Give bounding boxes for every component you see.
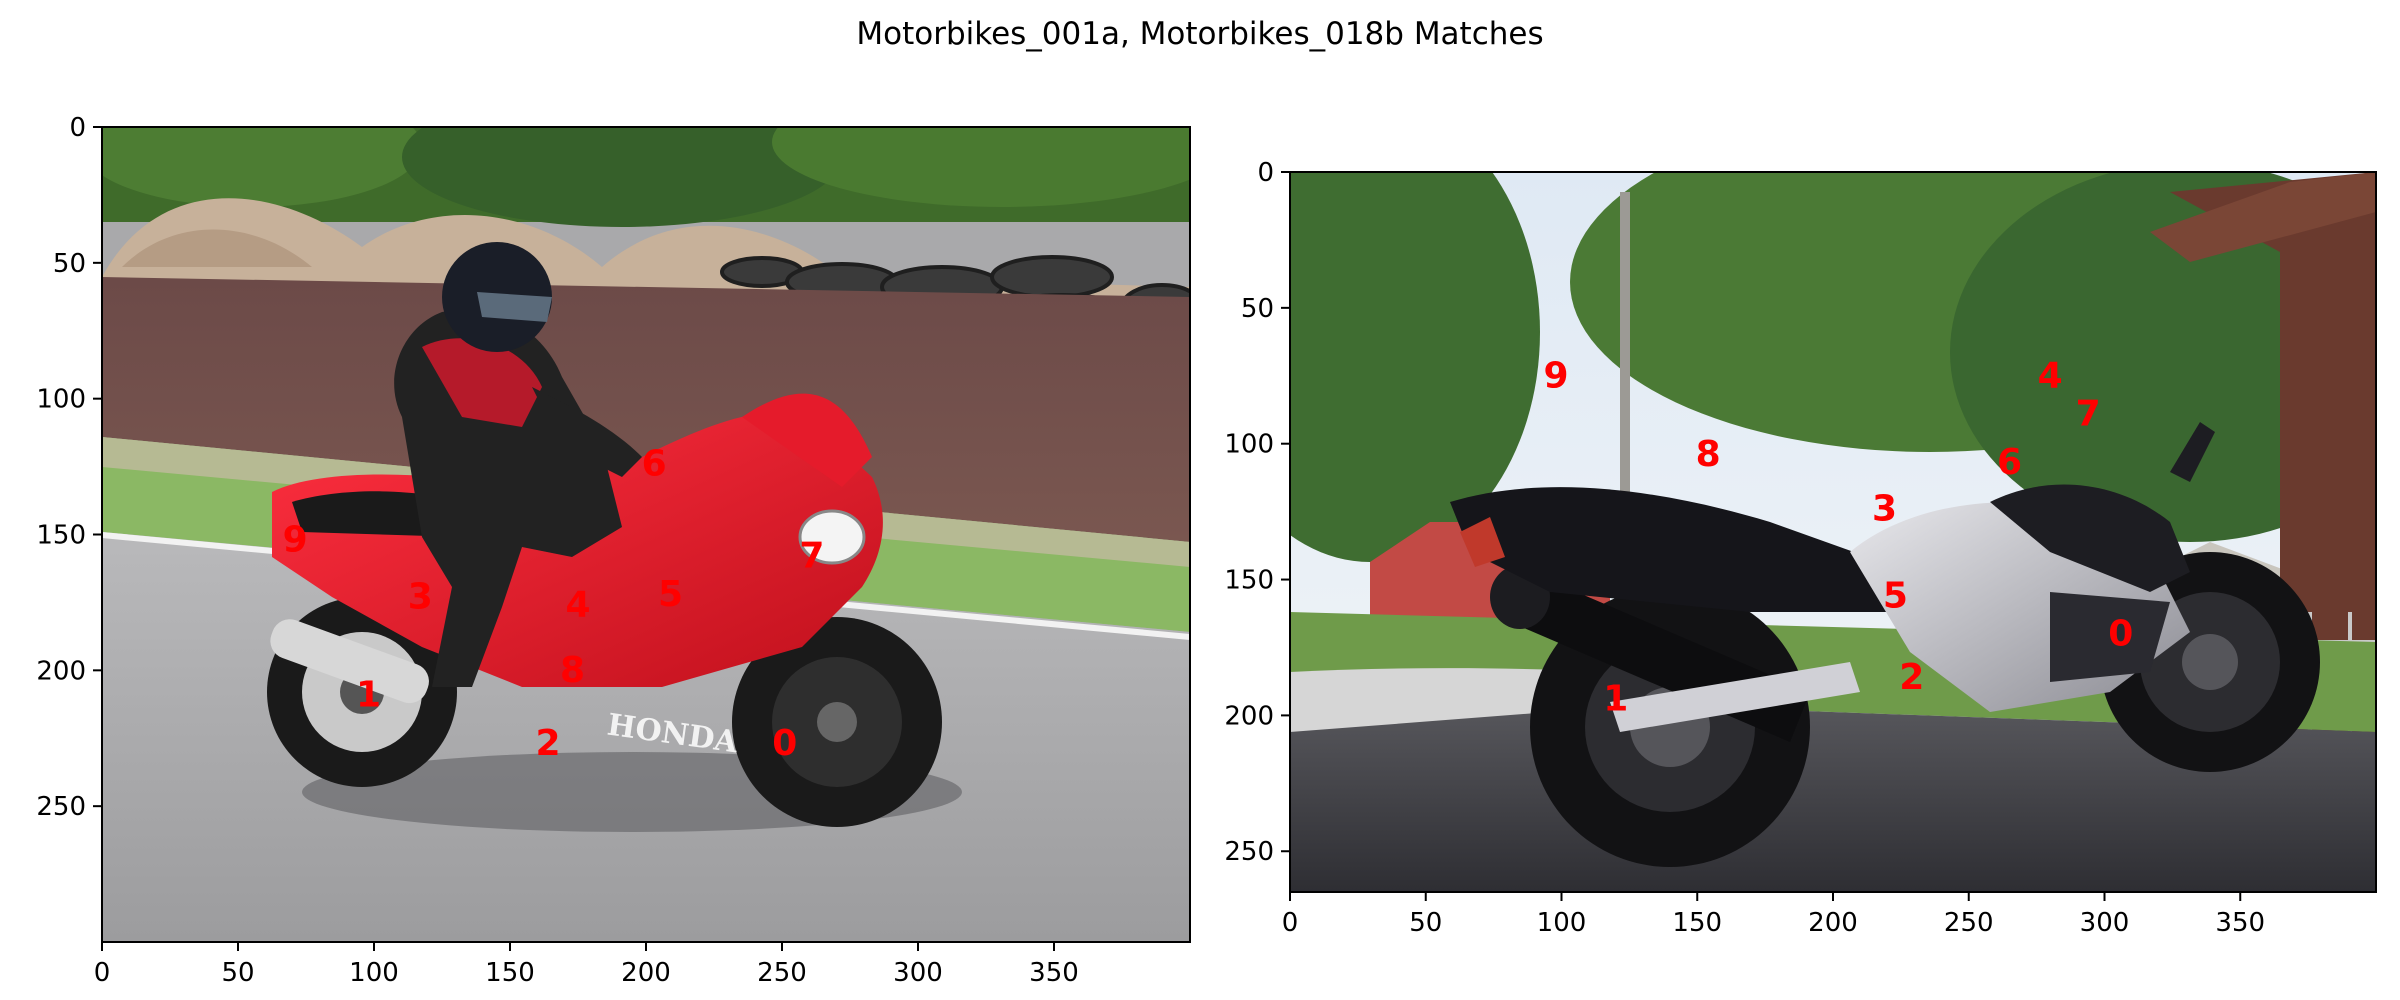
right-y-axis: 0 50 100 150 200 250 bbox=[1224, 158, 1290, 867]
right-image bbox=[1290, 172, 2376, 892]
left-panel: HONDA 0 50 100 150 200 250 300 350 050100150200… bbox=[36, 113, 1191, 988]
right-keypoint-label: 3 bbox=[1872, 488, 1897, 529]
right-x-tick-label: 0 bbox=[1282, 908, 1299, 938]
right-x-tick-label: 150 bbox=[1672, 908, 1722, 938]
left-y-tick-label: 250 bbox=[36, 792, 86, 822]
right-panel: 0 50 100 150 200 250 300 350 0 50 100 150 200 250 0 1… bbox=[1224, 158, 2377, 938]
right-y-tick-label: 100 bbox=[1224, 430, 1274, 460]
right-keypoint-label: 7 bbox=[2076, 393, 2101, 434]
left-y-tick-label: 100 bbox=[36, 385, 86, 415]
left-y-tick-label: 50 bbox=[53, 249, 86, 279]
left-keypoints: 0 1 2 3 4 5 6 7 8 9 bbox=[283, 443, 825, 764]
right-keypoint-label: 4 bbox=[2038, 355, 2063, 396]
right-x-tick-label: 300 bbox=[2080, 908, 2130, 938]
right-keypoint-label: 8 bbox=[1696, 434, 1721, 475]
right-keypoint-label: 9 bbox=[1544, 355, 1569, 396]
left-y-tick-label: 200 bbox=[36, 656, 86, 686]
left-keypoint-label: 4 bbox=[565, 585, 590, 626]
left-x-tick-label: 200 bbox=[621, 958, 671, 988]
left-x-axis: 0 50 100 150 200 250 300 350 bbox=[94, 942, 1079, 988]
left-x-tick-label: 150 bbox=[485, 958, 535, 988]
left-keypoint-label: 2 bbox=[536, 723, 561, 764]
left-keypoint-label: 3 bbox=[408, 576, 433, 617]
right-x-tick-label: 250 bbox=[1944, 908, 1994, 938]
left-keypoint-label: 0 bbox=[772, 723, 797, 764]
left-keypoint-label: 7 bbox=[799, 536, 824, 577]
right-y-tick-label: 250 bbox=[1224, 837, 1274, 867]
left-keypoint-label: 9 bbox=[283, 519, 308, 560]
right-keypoint-label: 0 bbox=[2108, 613, 2133, 654]
right-keypoint-label: 6 bbox=[1997, 442, 2022, 483]
figure-title: Motorbikes_001a, Motorbikes_018b Matches bbox=[856, 16, 1543, 52]
left-y-axis: 0 50 100 150 200 250 bbox=[36, 113, 102, 822]
left-keypoint-label: 5 bbox=[658, 574, 683, 615]
left-keypoint-label: 8 bbox=[560, 650, 585, 691]
left-x-tick-label: 350 bbox=[1029, 958, 1079, 988]
right-x-tick-label: 100 bbox=[1537, 908, 1587, 938]
right-keypoints: 0 1 2 3 4 5 6 7 8 9 bbox=[1544, 355, 2134, 719]
right-x-tick-label: 50 bbox=[1409, 908, 1442, 938]
left-image: HONDA bbox=[102, 127, 1190, 942]
left-x-tick-label: 50 bbox=[221, 958, 254, 988]
left-x-tick-label: 300 bbox=[893, 958, 943, 988]
left-y-tick-label: 150 bbox=[36, 521, 86, 551]
right-keypoint-label: 1 bbox=[1603, 679, 1628, 720]
right-x-tick-label: 200 bbox=[1808, 908, 1858, 938]
right-y-tick-label: 0 bbox=[1257, 158, 1274, 188]
left-x-tick-label: 100 bbox=[349, 958, 399, 988]
left-front-wheel bbox=[732, 617, 942, 827]
left-rider bbox=[394, 242, 642, 687]
left-keypoint-label: 6 bbox=[642, 443, 667, 484]
right-keypoint-label: 2 bbox=[1899, 657, 1924, 698]
right-y-tick-label: 200 bbox=[1224, 701, 1274, 731]
right-y-tick-label: 50 bbox=[1241, 294, 1274, 324]
right-x-axis: 0 50 100 150 200 250 300 350 bbox=[1282, 892, 2265, 938]
left-keypoint-label: 1 bbox=[356, 674, 381, 715]
left-x-tick-label: 250 bbox=[757, 958, 807, 988]
right-keypoint-label: 5 bbox=[1883, 575, 1908, 616]
left-y-tick-label: 0 bbox=[69, 113, 86, 143]
right-x-tick-label: 350 bbox=[2215, 908, 2265, 938]
right-y-tick-label: 150 bbox=[1224, 566, 1274, 596]
left-x-tick-label: 0 bbox=[94, 958, 111, 988]
